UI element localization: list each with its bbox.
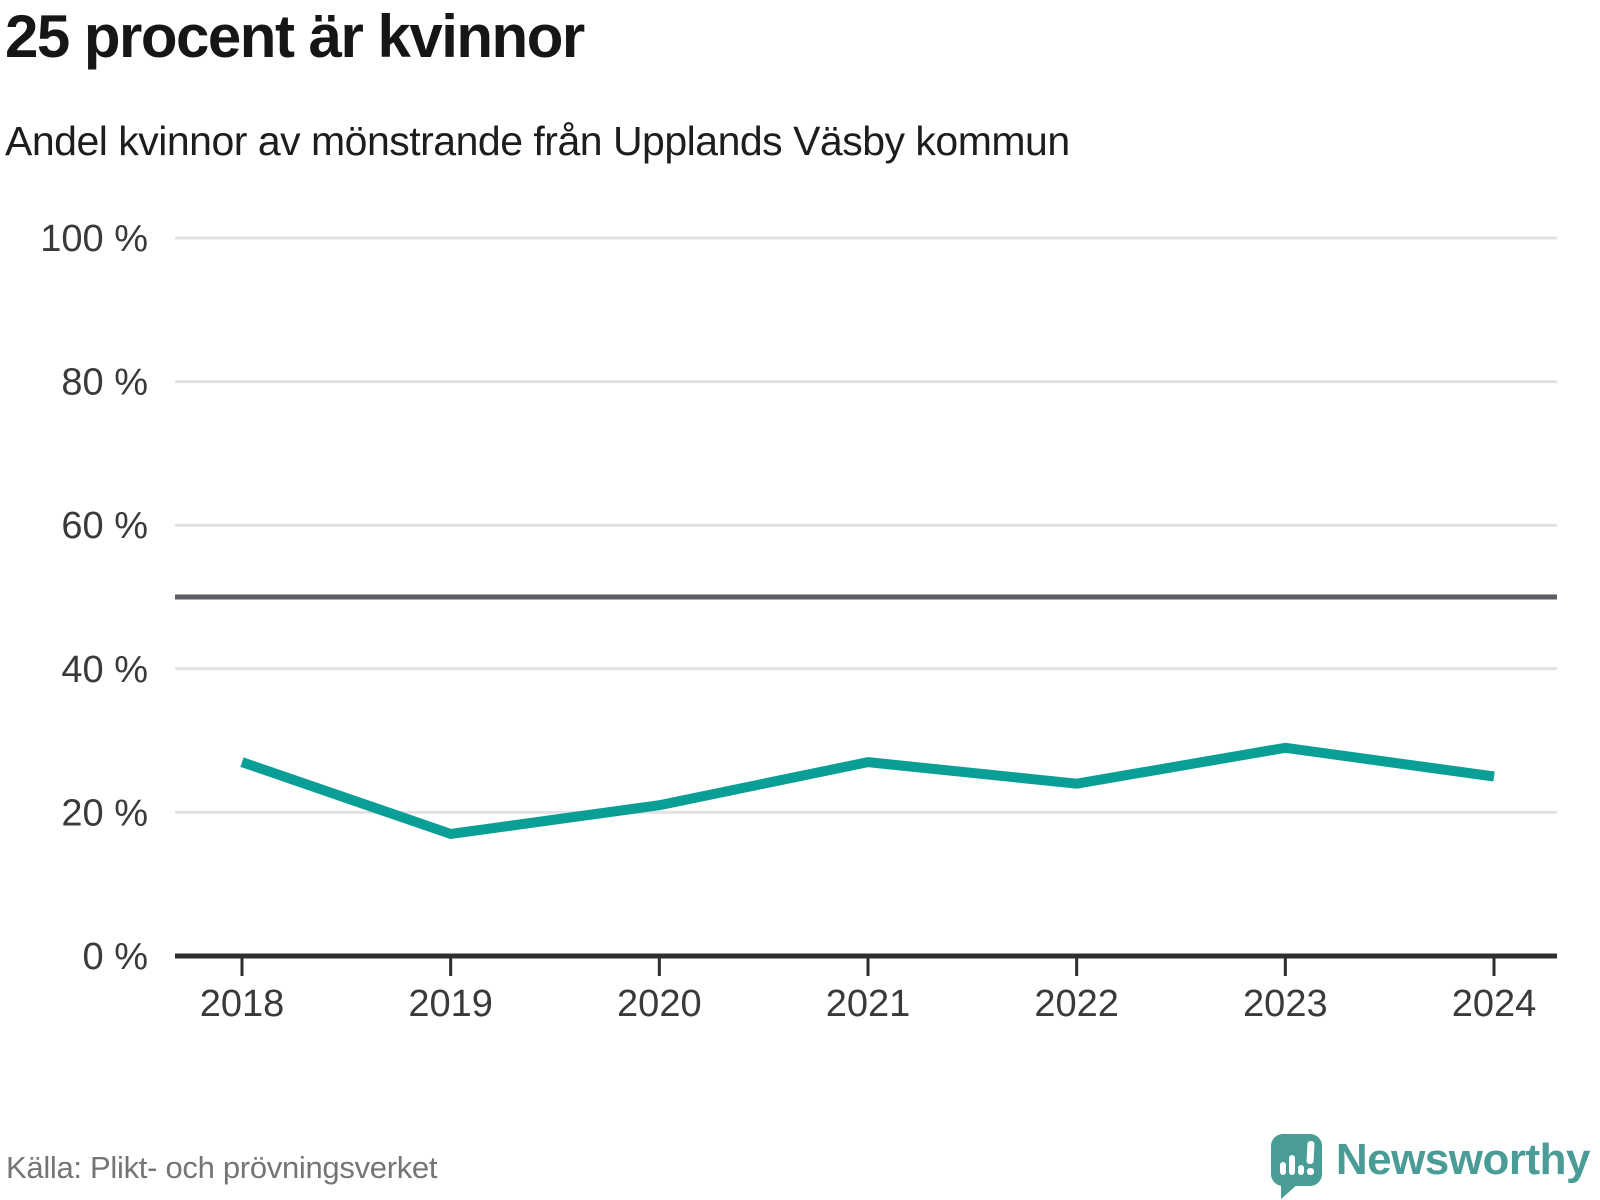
x-tick-label-2021: 2021	[826, 983, 911, 1025]
x-tick-label-2019: 2019	[408, 983, 493, 1025]
y-tick-label-20: 20 %	[61, 792, 148, 834]
logo-bar-icon	[1279, 1162, 1286, 1175]
newsworthy-brand: Newsworthy	[1270, 1134, 1591, 1199]
x-tick-label-2023: 2023	[1243, 983, 1328, 1025]
x-tick-label-2020: 2020	[617, 983, 702, 1025]
y-tick-label-100: 100 %	[40, 218, 148, 260]
logo-exclamation-dot-icon	[1306, 1168, 1314, 1175]
x-tick-label-2024: 2024	[1452, 983, 1537, 1025]
y-tick-label-40: 40 %	[61, 649, 148, 691]
chart-title: 25 procent är kvinnor	[5, 3, 585, 70]
y-tick-label-0: 0 %	[83, 936, 148, 978]
data-line-andel-kvinnor	[240, 742, 1495, 839]
chart-subtitle: Andel kvinnor av mönstrande från Uppland…	[5, 118, 1070, 164]
source-note: Källa: Plikt- och prövningsverket	[6, 1150, 438, 1185]
x-tick-label-2018: 2018	[200, 983, 285, 1025]
logo-exclamation-icon	[1306, 1140, 1315, 1165]
brand-wordmark: Newsworthy	[1335, 1135, 1591, 1184]
x-tick-label-2022: 2022	[1034, 983, 1119, 1025]
y-tick-label-80: 80 %	[61, 362, 148, 404]
logo-bar-icon	[1288, 1155, 1295, 1175]
newsworthy-logo-icon	[1270, 1134, 1322, 1199]
y-tick-label-60: 60 %	[61, 505, 148, 547]
chart-footer: Källa: Plikt- och prövningsverket Newswo…	[0, 1100, 1600, 1200]
logo-bar-icon	[1297, 1165, 1304, 1175]
